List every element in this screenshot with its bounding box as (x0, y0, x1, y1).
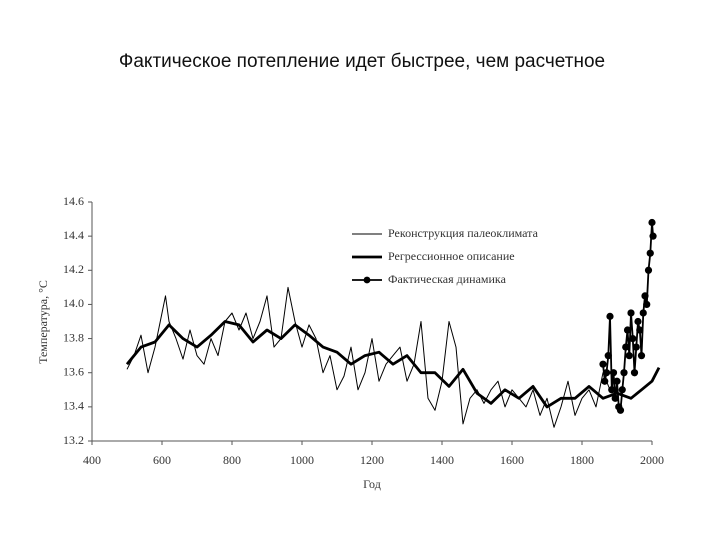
data-point (620, 369, 628, 377)
data-point (622, 343, 630, 351)
data-point (608, 386, 616, 394)
legend-label: Фактическая динамика (388, 272, 507, 286)
legend-label: Реконструкция палеоклимата (388, 226, 539, 240)
x-axis-label: Год (363, 477, 381, 491)
series-line (126, 286, 611, 428)
data-point (641, 292, 649, 300)
x-tick-label: 1600 (500, 453, 524, 467)
data-point (613, 377, 621, 385)
data-point (630, 369, 639, 377)
y-tick-label: 13.8 (63, 330, 84, 344)
y-tick-label: 13.2 (63, 433, 84, 447)
legend-label: Регрессионное описание (388, 249, 515, 263)
data-point (648, 218, 656, 227)
data-point (604, 352, 612, 360)
x-tick-label: 600 (153, 453, 171, 467)
series-line (125, 320, 661, 409)
data-point (601, 377, 609, 385)
data-point (606, 312, 614, 320)
data-point (616, 406, 625, 414)
data-point (649, 232, 657, 240)
y-tick-label: 13.6 (63, 364, 84, 378)
x-tick-label: 400 (83, 453, 101, 467)
x-tick-label: 1000 (290, 453, 314, 467)
data-point (609, 369, 618, 377)
data-point (646, 249, 654, 257)
data-point (627, 309, 635, 317)
data-point (629, 334, 637, 343)
data-point (644, 266, 653, 274)
x-tick-label: 1200 (360, 453, 384, 467)
y-tick-label: 14.0 (63, 296, 84, 310)
chart-title: Фактическое потепление идет быстрее, чем… (119, 51, 605, 72)
data-point (611, 394, 619, 402)
y-tick-label: 14.4 (63, 228, 84, 242)
data-point (602, 369, 611, 377)
x-tick-label: 800 (223, 453, 241, 467)
data-point (637, 352, 646, 360)
y-tick-label: 14.6 (63, 194, 84, 208)
data-point (643, 300, 651, 309)
x-tick-label: 2000 (640, 453, 664, 467)
data-point (632, 343, 640, 351)
y-tick-label: 14.2 (63, 262, 84, 276)
data-point (618, 386, 626, 394)
data-point (634, 317, 642, 326)
y-tick-label: 13.4 (63, 399, 84, 413)
data-point (623, 326, 632, 334)
data-point (599, 360, 607, 368)
x-tick-label: 1800 (570, 453, 594, 467)
legend-dot (363, 276, 371, 284)
x-tick-label: 1400 (430, 453, 454, 467)
data-point (636, 326, 644, 334)
y-axis-label: Температура, °C (36, 280, 50, 364)
data-point (625, 352, 633, 360)
data-point (639, 309, 647, 317)
